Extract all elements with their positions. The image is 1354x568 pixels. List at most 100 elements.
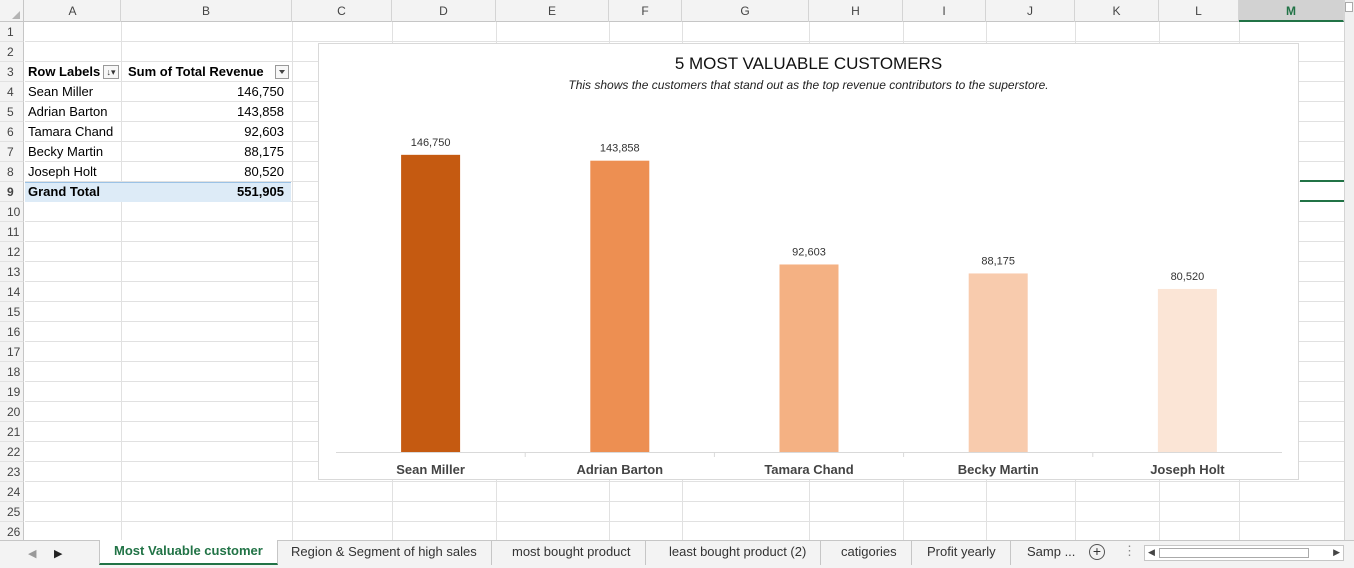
select-all-triangle-icon	[12, 11, 20, 19]
selection-marker	[1300, 200, 1344, 202]
column-header-c[interactable]: C	[292, 0, 392, 22]
chart-plot-area: 146,750 Sean Miller 143,858 Adrian Barton 92…	[336, 137, 1282, 477]
tab-most-valuable-customer[interactable]: Most Valuable customer	[99, 540, 278, 565]
row-header[interactable]: 19	[0, 382, 24, 402]
chart-category-label: Tamara Chand	[764, 462, 853, 477]
scroll-up-button[interactable]	[1345, 2, 1353, 12]
row-header[interactable]: 17	[0, 342, 24, 362]
pivot-value-header[interactable]: Sum of Total Revenue	[128, 64, 264, 79]
pivot-total-row-bg	[25, 182, 291, 202]
pivot-row-value[interactable]: 88,175	[244, 144, 284, 159]
pivot-row-label[interactable]: Sean Miller	[28, 84, 94, 99]
tab-profit-yearly[interactable]: Profit yearly	[913, 541, 1011, 565]
tab-scroll-right-icon[interactable]: ▶	[54, 548, 63, 560]
selection-marker	[1300, 180, 1344, 182]
pivot-row-label[interactable]: Joseph Holt	[28, 164, 97, 179]
grid-row-line	[25, 501, 1344, 502]
bar-chart[interactable]: 5 MOST VALUABLE CUSTOMERS This shows the…	[318, 43, 1299, 480]
tab-least-bought-product[interactable]: least bought product (2)	[655, 541, 822, 565]
row-header[interactable]: 12	[0, 242, 24, 262]
row-header[interactable]: 24	[0, 482, 24, 502]
column-header-k[interactable]: K	[1075, 0, 1159, 22]
pivot-row-label[interactable]: Becky Martin	[28, 144, 104, 159]
column-header-i[interactable]: I	[903, 0, 986, 22]
pivot-row-value[interactable]: 146,750	[237, 84, 284, 99]
column-header-a[interactable]: A	[25, 0, 121, 22]
chart-data-label: 146,750	[411, 137, 451, 149]
chart-subtitle: This shows the customers that stand out …	[568, 78, 1049, 92]
grid-row-line	[25, 41, 1344, 42]
chart-category-label: Joseph Holt	[1150, 462, 1225, 477]
column-header-e[interactable]: E	[496, 0, 609, 22]
row-header[interactable]: 22	[0, 442, 24, 462]
chart-category-label: Becky Martin	[958, 462, 1039, 477]
row-header[interactable]: 8	[0, 162, 24, 182]
chart-data-label: 80,520	[1171, 271, 1205, 283]
column-header-d[interactable]: D	[392, 0, 496, 22]
tab-sample[interactable]: Samp ...	[1027, 544, 1076, 559]
tab-most-bought-product[interactable]: most bought product	[498, 541, 646, 565]
row-header[interactable]: 20	[0, 402, 24, 422]
chart-data-label: 88,175	[981, 255, 1015, 267]
chart-bar[interactable]	[968, 273, 1028, 452]
pivot-row-labels-header[interactable]: Row Labels	[28, 64, 101, 79]
pivot-value-dropdown-icon[interactable]	[275, 65, 289, 79]
grid-row-line	[25, 521, 1344, 522]
row-header[interactable]: 6	[0, 122, 24, 142]
vertical-scrollbar[interactable]	[1344, 0, 1354, 540]
row-header[interactable]: 3	[0, 62, 24, 82]
row-header[interactable]: 21	[0, 422, 24, 442]
pivot-row-value[interactable]: 143,858	[237, 104, 284, 119]
scroll-thumb[interactable]	[1159, 548, 1309, 558]
row-header[interactable]: 4	[0, 82, 24, 102]
chart-bar[interactable]	[779, 264, 839, 452]
tab-scroll-left-icon[interactable]: ◀	[28, 548, 37, 560]
chart-title: 5 MOST VALUABLE CUSTOMERS	[674, 54, 943, 73]
pivot-grand-total-label[interactable]: Grand Total	[28, 184, 100, 199]
tab-catigories[interactable]: catigories	[827, 541, 912, 565]
row-header[interactable]: 18	[0, 362, 24, 382]
row-header[interactable]: 1	[0, 22, 24, 42]
row-header[interactable]: 11	[0, 222, 24, 242]
column-header-j[interactable]: J	[986, 0, 1075, 22]
chart-category-label: Adrian Barton	[576, 462, 663, 477]
row-header[interactable]: 7	[0, 142, 24, 162]
pivot-row-value[interactable]: 92,603	[244, 124, 284, 139]
column-header-h[interactable]: H	[809, 0, 903, 22]
chart-bar[interactable]	[401, 154, 461, 453]
row-header[interactable]: 25	[0, 502, 24, 522]
more-options-icon[interactable]: ⋮	[1123, 543, 1136, 558]
select-all-corner[interactable]	[0, 0, 24, 22]
row-header[interactable]: 15	[0, 302, 24, 322]
row-header[interactable]: 10	[0, 202, 24, 222]
row-header[interactable]: 26	[0, 522, 24, 542]
pivot-row-label[interactable]: Tamara Chand	[28, 124, 114, 139]
chart-category-label: Sean Miller	[396, 462, 465, 477]
chart-bar[interactable]	[1157, 288, 1217, 452]
scroll-right-icon[interactable]: ▶	[1333, 547, 1340, 557]
row-header[interactable]: 9	[0, 182, 24, 202]
pivot-row-label[interactable]: Adrian Barton	[28, 104, 108, 119]
horizontal-scrollbar[interactable]: ◀ ▶	[1144, 545, 1344, 561]
column-header-f[interactable]: F	[609, 0, 682, 22]
add-sheet-icon[interactable]: +	[1089, 544, 1105, 560]
row-header[interactable]: 5	[0, 102, 24, 122]
column-header-b[interactable]: B	[121, 0, 292, 22]
column-header-g[interactable]: G	[682, 0, 809, 22]
row-header[interactable]: 23	[0, 462, 24, 482]
row-header[interactable]: 2	[0, 42, 24, 62]
chart-data-label: 92,603	[792, 246, 826, 258]
row-header[interactable]: 14	[0, 282, 24, 302]
pivot-grand-total-value[interactable]: 551,905	[237, 184, 284, 199]
column-header-l[interactable]: L	[1159, 0, 1239, 22]
row-header[interactable]: 16	[0, 322, 24, 342]
column-header-m[interactable]: M	[1239, 0, 1344, 22]
sheet-tab-bar: ◀ ▶ Most Valuable customer Region & Segm…	[0, 540, 1354, 568]
scroll-left-icon[interactable]: ◀	[1148, 547, 1155, 557]
pivot-filter-sort-icon[interactable]: ↓▾	[103, 65, 119, 79]
row-header[interactable]: 13	[0, 262, 24, 282]
column-header-bar: A B C D E F G H I J K L M	[0, 0, 1344, 22]
tab-region-segment[interactable]: Region & Segment of high sales	[277, 541, 492, 565]
pivot-row-value[interactable]: 80,520	[244, 164, 284, 179]
chart-bar[interactable]	[590, 160, 650, 452]
